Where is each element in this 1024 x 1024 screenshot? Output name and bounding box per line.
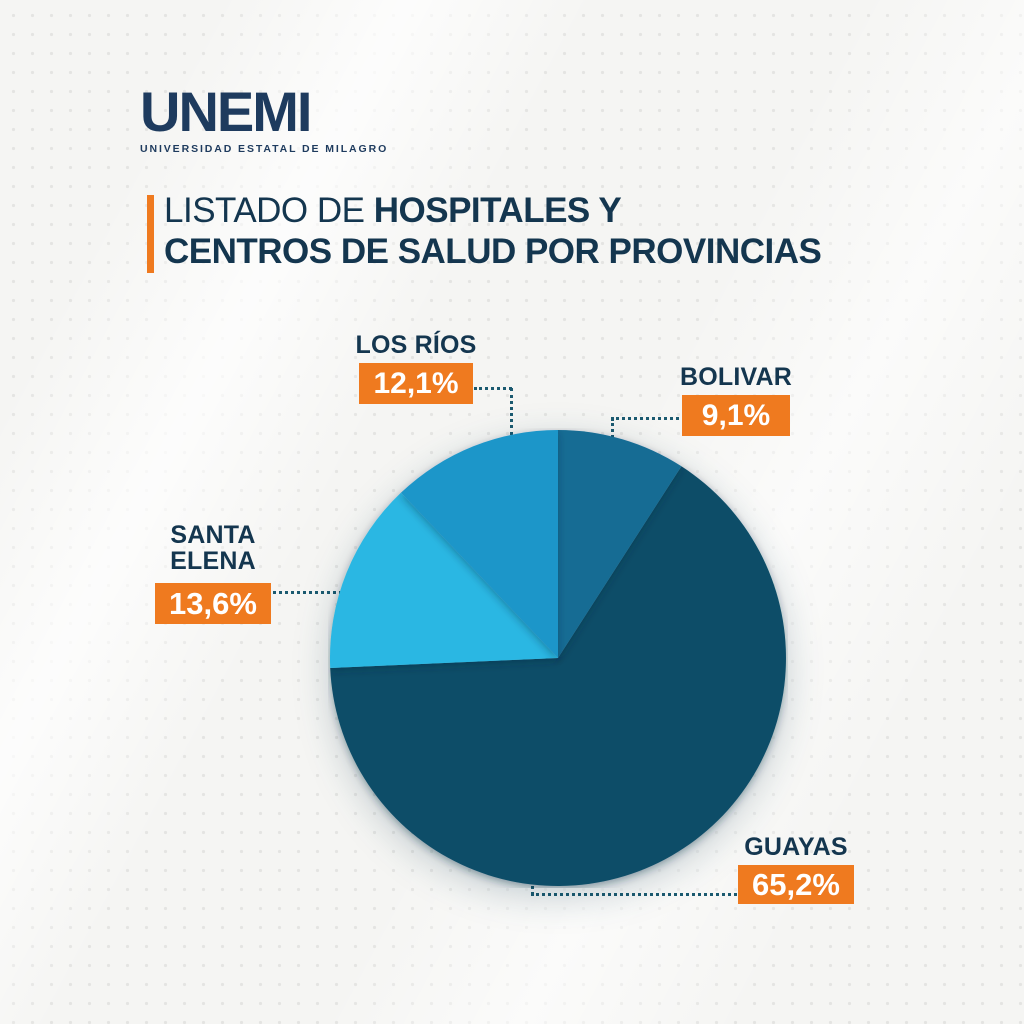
title-accent-bar xyxy=(147,195,154,273)
pie-chart xyxy=(329,430,786,887)
pie-slice-bolivar xyxy=(558,430,682,658)
connector-los-rios-vertical xyxy=(510,388,513,435)
title-line-1-bold: HOSPITALES Y xyxy=(373,191,622,230)
pie-slice-guayas xyxy=(330,466,786,887)
guayas-value-badge: 65,2% xyxy=(738,865,854,904)
connector-guayas-horizontal xyxy=(531,893,737,896)
pie-chart-container xyxy=(328,428,788,888)
callout-bolivar: BOLIVAR 9,1% xyxy=(650,364,822,436)
los-rios-value-badge: 12,1% xyxy=(359,363,473,404)
connector-santa-elena-horizontal xyxy=(267,591,342,594)
guayas-label: GUAYAS xyxy=(744,833,848,861)
bolivar-value-badge: 9,1% xyxy=(682,395,790,436)
bolivar-label: BOLIVAR xyxy=(679,363,793,391)
unemi-logo: UNEMI UNIVERSIDAD ESTATAL DE MILAGRO xyxy=(140,80,389,156)
title-line-1-light: LISTADO DE xyxy=(164,191,374,230)
title-line-2: CENTROS DE SALUD POR PROVINCIAS xyxy=(164,231,822,272)
santa-elena-value-badge: 13,6% xyxy=(155,583,271,624)
callout-santa-elena: SANTA ELENA 13,6% xyxy=(148,522,278,624)
connector-bolivar-horizontal xyxy=(611,417,679,420)
title-line-2-bold: CENTROS DE SALUD POR PROVINCIAS xyxy=(164,232,822,271)
logo-wordmark: UNEMI xyxy=(140,80,312,143)
infographic-title: LISTADO DE HOSPITALES Y CENTROS DE SALUD… xyxy=(147,190,822,273)
logo-subtitle: UNIVERSIDAD ESTATAL DE MILAGRO xyxy=(140,143,389,155)
callout-los-rios: LOS RÍOS 12,1% xyxy=(330,332,502,404)
connector-bolivar-vertical xyxy=(611,418,614,444)
callout-guayas: GUAYAS 65,2% xyxy=(716,834,876,904)
pie-slice-los-rios xyxy=(400,430,558,658)
santa-elena-label: SANTA ELENA xyxy=(170,521,256,575)
pie-slice-santa-elena xyxy=(329,492,558,668)
title-line-1: LISTADO DE HOSPITALES Y xyxy=(164,190,821,231)
connector-guayas-vertical xyxy=(531,879,534,895)
connector-los-rios-horizontal xyxy=(474,387,512,390)
los-rios-label: LOS RÍOS xyxy=(355,331,477,359)
